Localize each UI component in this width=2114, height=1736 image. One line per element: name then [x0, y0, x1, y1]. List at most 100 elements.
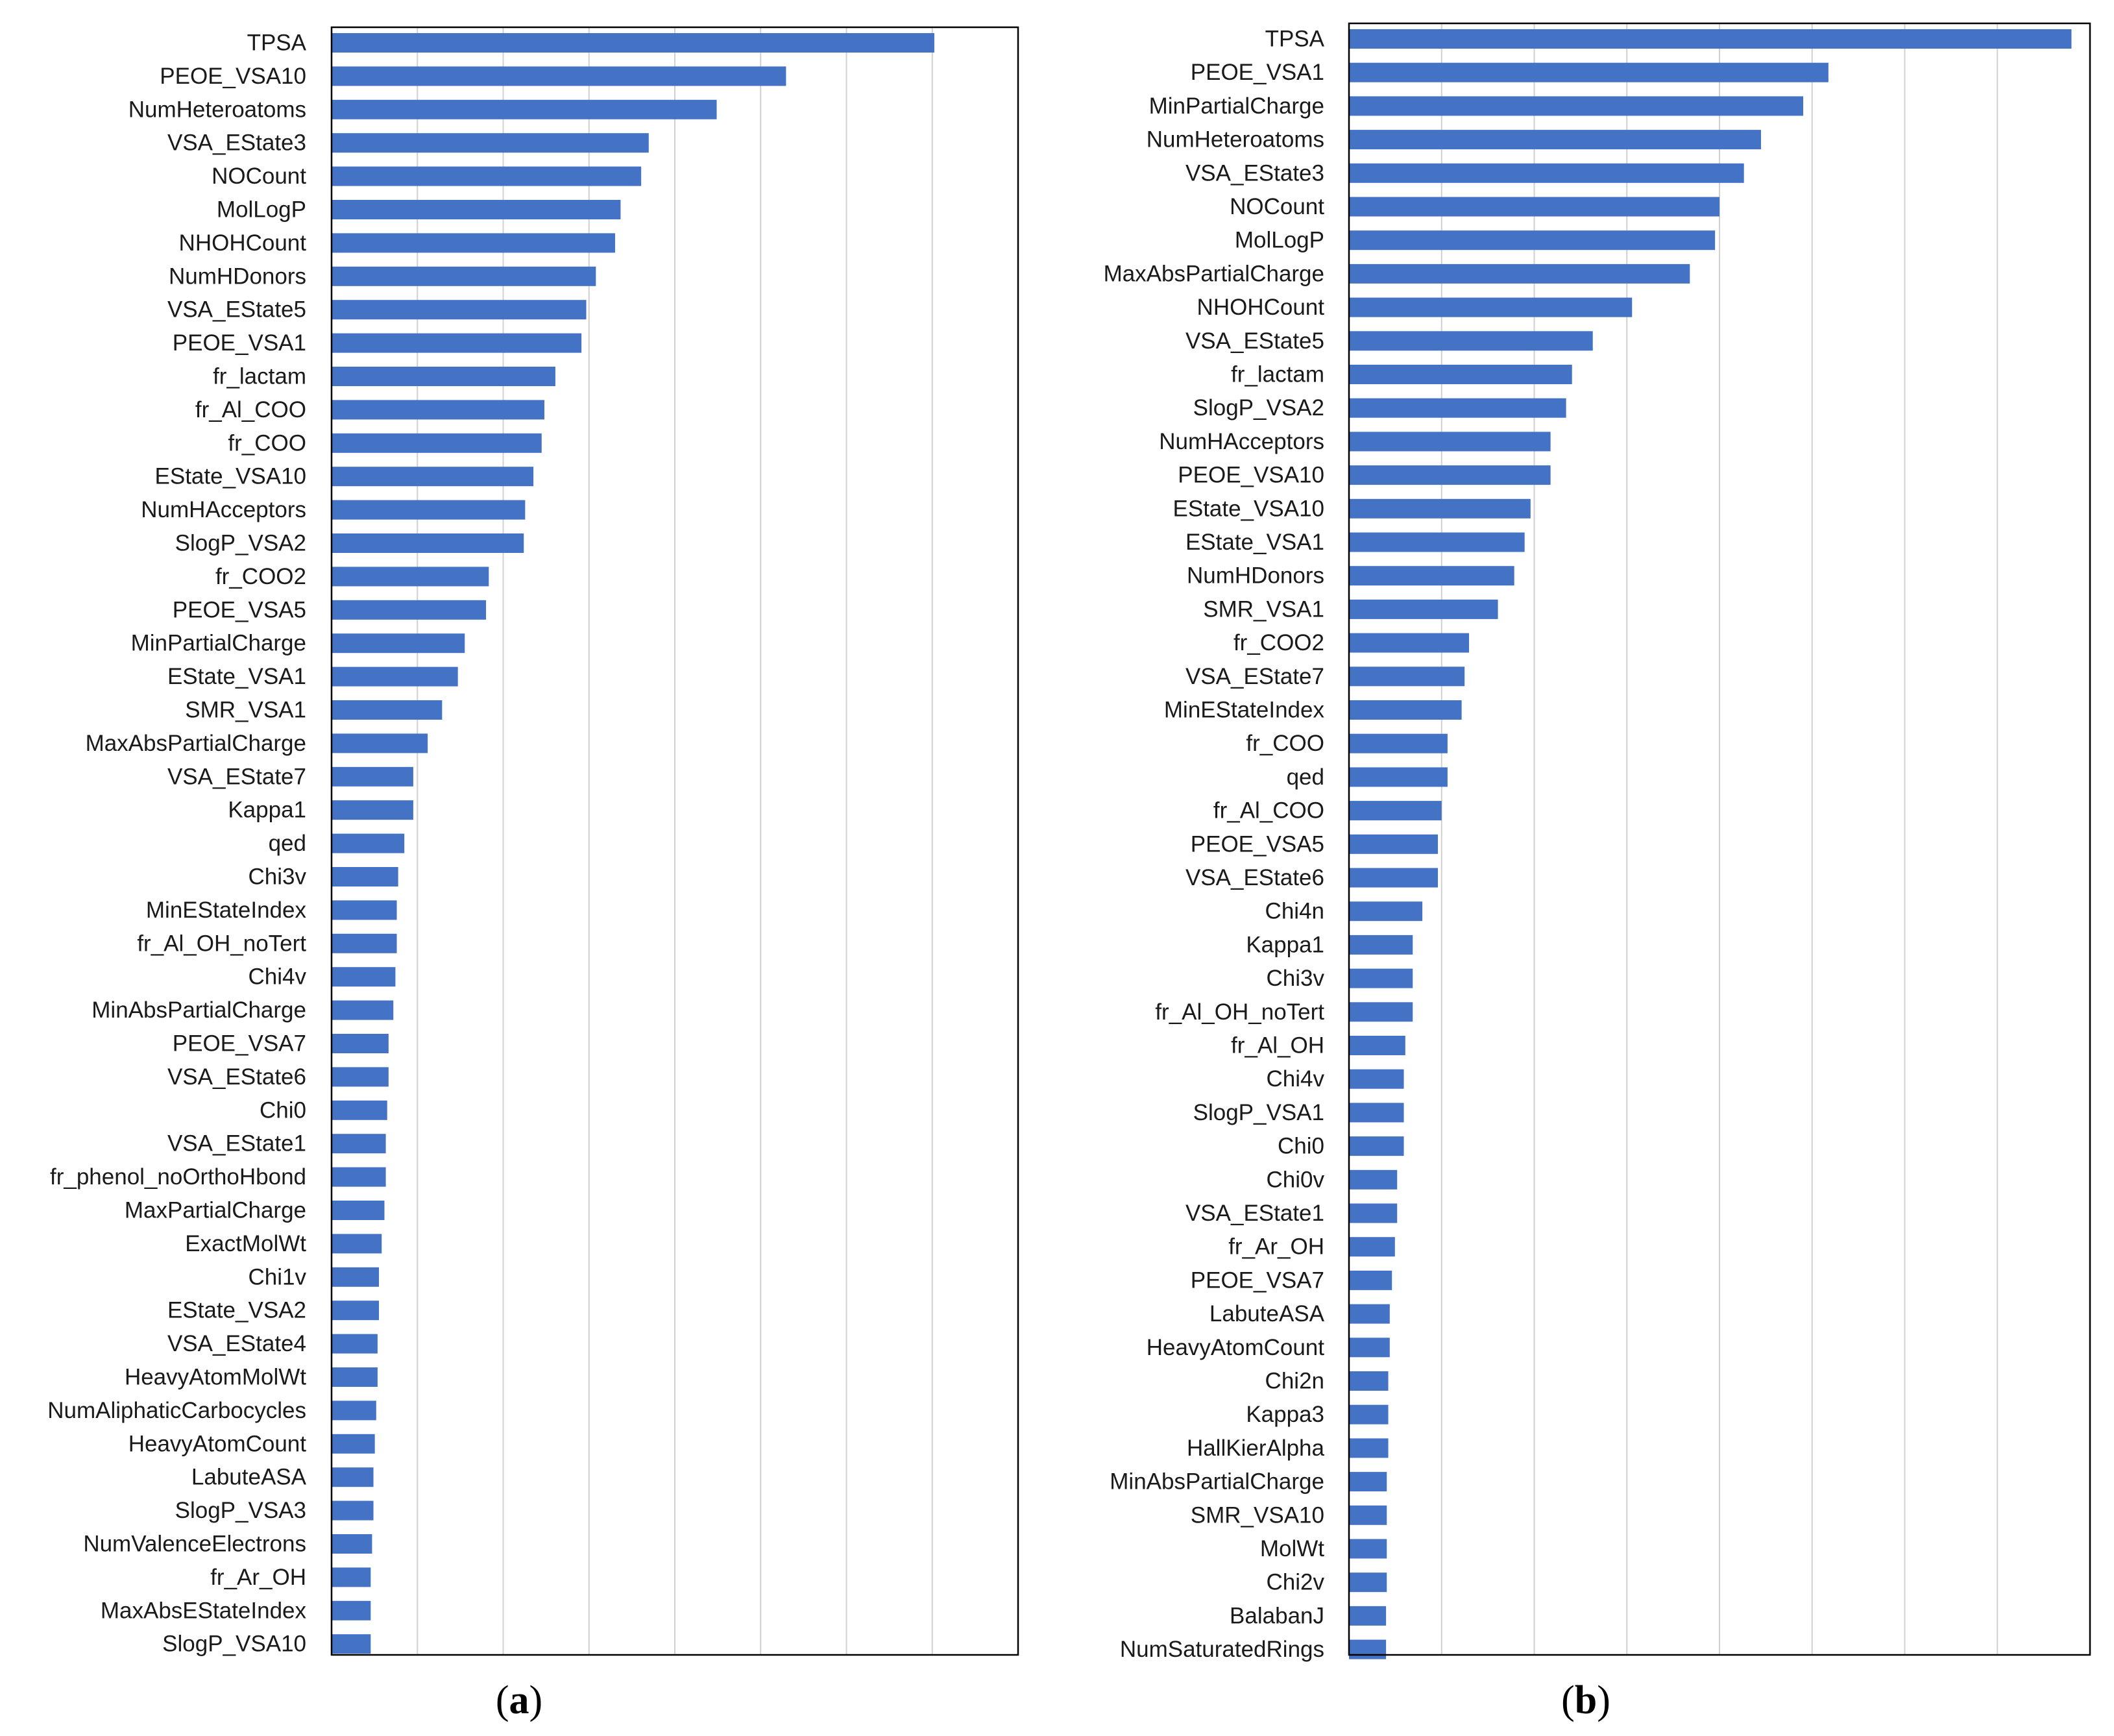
bar-MinEStateIndex	[1349, 700, 1462, 720]
category-label: SlogP_VSA2	[175, 531, 306, 556]
category-label: fr_COO	[1246, 731, 1324, 756]
bar-VSA_EState3	[1349, 163, 1744, 183]
category-label: VSA_EState1	[167, 1131, 306, 1156]
category-label: fr_Al_OH_noTert	[1155, 999, 1324, 1025]
category-label: SMR_VSA1	[185, 698, 306, 723]
category-label: MinPartialCharge	[131, 631, 306, 656]
bar-MinPartialCharge	[1349, 96, 1804, 116]
category-label: EState_VSA1	[167, 664, 306, 689]
bar-PEOE_VSA5	[332, 600, 487, 620]
bar-Kappa3	[1349, 1404, 1389, 1424]
bar-qed	[1349, 767, 1448, 787]
category-label: BalabanJ	[1230, 1603, 1324, 1628]
category-label: HallKierAlpha	[1187, 1436, 1325, 1461]
bar-EState_VSA1	[1349, 532, 1525, 552]
bar-NumHAcceptors	[1349, 432, 1551, 452]
category-label: NumValenceElectrons	[83, 1532, 306, 1557]
bar-Chi4n	[1349, 901, 1423, 922]
bar-PEOE_VSA7	[1349, 1270, 1392, 1290]
bar-VSA_EState1	[1349, 1203, 1398, 1223]
category-label: NumHAcceptors	[1159, 429, 1324, 454]
category-label: fr_COO	[228, 430, 306, 456]
bar-LabuteASA	[1349, 1304, 1390, 1324]
bar-qed	[332, 833, 405, 853]
bar-fr_Ar_OH	[1349, 1237, 1395, 1257]
bar-fr_Al_OH_noTert	[1349, 1002, 1413, 1022]
bar-NHOHCount	[332, 233, 615, 253]
bar-Chi2v	[1349, 1572, 1387, 1593]
panel-a: TPSA PEOE_VSA10 NumHeteroatoms VSA_EState3 N…	[47, 26, 1019, 1722]
category-label: Chi1v	[249, 1264, 307, 1290]
category-label: EState_VSA10	[1173, 496, 1325, 521]
bar-NHOHCount	[1349, 297, 1633, 317]
bar-NumHAcceptors	[332, 500, 526, 520]
bar-fr_COO2	[1349, 633, 1470, 653]
bar-MaxAbsPartialCharge	[332, 733, 428, 753]
category-label: MolWt	[1260, 1536, 1324, 1561]
panel-b-bars	[1349, 29, 2072, 1659]
category-label: NHOHCount	[1197, 295, 1325, 320]
category-label: SlogP_VSA3	[175, 1498, 306, 1523]
category-label: VSA_EState6	[167, 1064, 306, 1090]
panel-b: TPSA PEOE_VSA1 MinPartialCharge NumHeteroat…	[1104, 22, 2091, 1722]
category-label: VSA_EState4	[167, 1331, 306, 1356]
category-label: HeavyAtomMolWt	[125, 1365, 306, 1390]
bar-PEOE_VSA1	[332, 333, 582, 353]
category-label: PEOE_VSA5	[173, 597, 306, 622]
bar-fr_Ar_OH	[332, 1567, 371, 1587]
category-label: Chi4v	[249, 964, 307, 990]
category-label: MinAbsPartialCharge	[1110, 1469, 1324, 1495]
bar-MaxAbsEStateIndex	[332, 1600, 371, 1620]
category-label: fr_phenol_noOrthoHbond	[50, 1164, 306, 1190]
bar-HeavyAtomCount	[1349, 1338, 1390, 1358]
bar-VSA_EState3	[332, 133, 649, 153]
category-label: SlogP_VSA10	[162, 1632, 306, 1657]
bar-LabuteASA	[332, 1467, 374, 1487]
category-label: EState_VSA2	[167, 1298, 306, 1323]
bar-SMR_VSA1	[1349, 599, 1498, 619]
bar-HeavyAtomMolWt	[332, 1367, 378, 1387]
bar-MolLogP	[332, 200, 621, 219]
category-label: fr_Al_OH	[1231, 1033, 1324, 1058]
bar-HeavyAtomCount	[332, 1434, 375, 1454]
bar-NumHDonors	[332, 266, 596, 286]
bar-VSA_EState7	[1349, 666, 1465, 687]
category-label: NumHeteroatoms	[128, 97, 306, 122]
category-label: VSA_EState3	[167, 130, 306, 156]
bar-VSA_EState4	[332, 1334, 378, 1354]
category-label: VSA_EState5	[167, 297, 306, 323]
category-label: MolLogP	[1235, 228, 1324, 253]
bar-SlogP_VSA3	[332, 1500, 374, 1521]
panel-a-gridlines	[417, 27, 933, 1655]
category-label: Chi0	[260, 1097, 306, 1123]
category-label: Chi4n	[1265, 899, 1324, 924]
bar-Kappa1	[332, 800, 413, 820]
bar-VSA_EState7	[332, 766, 413, 787]
bar-Chi3v	[332, 867, 398, 886]
panel-a-category-labels: TPSA PEOE_VSA10 NumHeteroatoms VSA_EState3 N…	[47, 31, 306, 1657]
category-label: PEOE_VSA10	[160, 64, 306, 89]
category-label: fr_COO2	[215, 564, 306, 589]
category-label: TPSA	[247, 31, 307, 56]
bar-NumHDonors	[1349, 566, 1514, 586]
bar-Chi0	[332, 1100, 387, 1120]
category-label: fr_lactam	[1231, 362, 1324, 387]
bar-PEOE_VSA7	[332, 1034, 389, 1053]
category-label: NumHAcceptors	[141, 497, 306, 522]
category-label: MinAbsPartialCharge	[91, 997, 306, 1023]
category-label: MinEStateIndex	[1164, 698, 1325, 723]
category-label: NHOHCount	[179, 230, 307, 256]
category-label: fr_Ar_OH	[210, 1565, 306, 1590]
category-label: SlogP_VSA1	[1193, 1100, 1324, 1125]
bar-NumAliphaticCarbocycles	[332, 1400, 376, 1421]
category-label: ExactMolWt	[185, 1231, 306, 1256]
category-label: PEOE_VSA1	[1191, 60, 1324, 85]
category-label: qed	[269, 831, 306, 856]
bar-VSA_EState1	[332, 1134, 386, 1154]
category-label: Chi4v	[1267, 1066, 1325, 1092]
category-label: Kappa1	[228, 798, 306, 823]
category-label: VSA_EState6	[1185, 865, 1324, 890]
category-label: SMR_VSA10	[1191, 1502, 1324, 1528]
category-label: NOCount	[1230, 194, 1324, 219]
category-label: VSA_EState5	[1185, 328, 1324, 354]
